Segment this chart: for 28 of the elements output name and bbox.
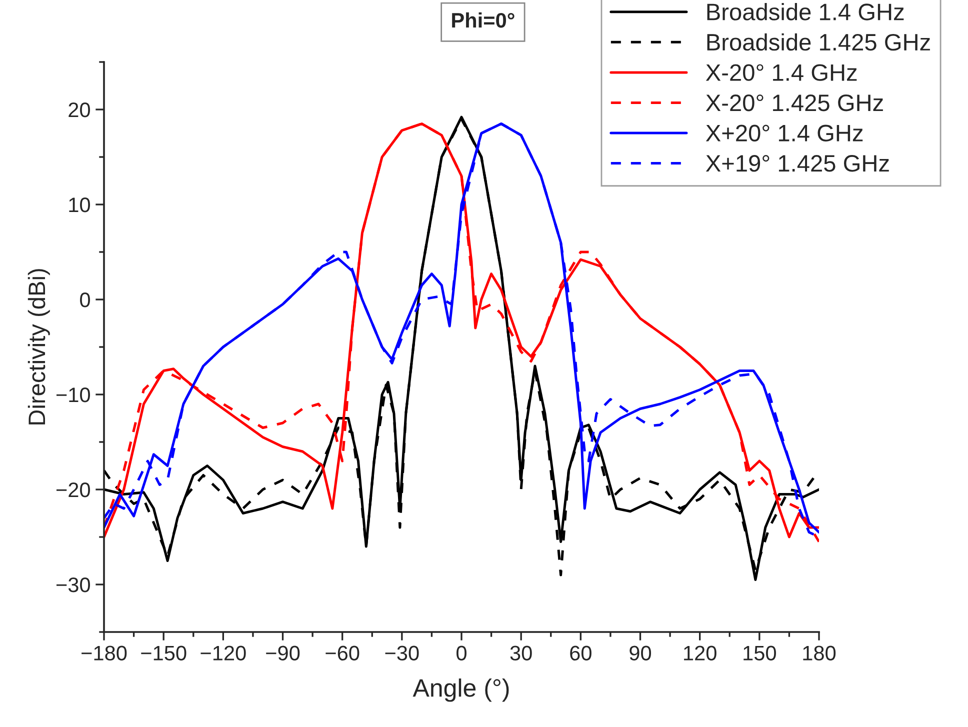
x-tick-label: 0 <box>456 646 466 660</box>
y-tick-label: −10 <box>56 388 90 402</box>
y-tick-label: 0 <box>80 292 90 308</box>
x-tick-label: 120 <box>684 646 716 660</box>
x-tick-label: 30 <box>510 646 532 660</box>
legend-label: Broadside 1.425 GHz <box>707 33 930 51</box>
y-axis-title: Directivity (dBi) <box>28 269 50 424</box>
legend-label: X-20° 1.425 GHz <box>706 94 883 112</box>
x-tick-label: −120 <box>200 646 246 660</box>
x-tick-label: 60 <box>570 646 592 660</box>
y-tick-label: 20 <box>68 102 90 118</box>
x-tick-label: −90 <box>266 646 300 660</box>
x-tick-label: 90 <box>630 646 652 660</box>
legend-label: X-20° 1.4 GHz <box>706 64 857 81</box>
x-tick-label: −150 <box>141 646 186 660</box>
legend-label: X+19° 1.425 GHz <box>706 155 889 172</box>
x-axis-title: Angle (°) <box>412 678 509 702</box>
x-tick-label: 150 <box>744 646 776 660</box>
legend-label: Broadside 1.4 GHz <box>707 3 904 20</box>
x-tick-label: −30 <box>385 646 419 660</box>
y-tick-label: 10 <box>69 198 90 212</box>
legend-label: X+20° 1.4 GHz <box>706 124 863 142</box>
x-tick-label: −180 <box>82 646 127 660</box>
x-tick-label: 180 <box>803 646 836 660</box>
y-tick-label: −20 <box>56 482 90 498</box>
chart-title: Phi=0° <box>452 12 514 28</box>
y-tick-label: −30 <box>56 578 90 592</box>
x-tick-label: −60 <box>326 646 360 660</box>
